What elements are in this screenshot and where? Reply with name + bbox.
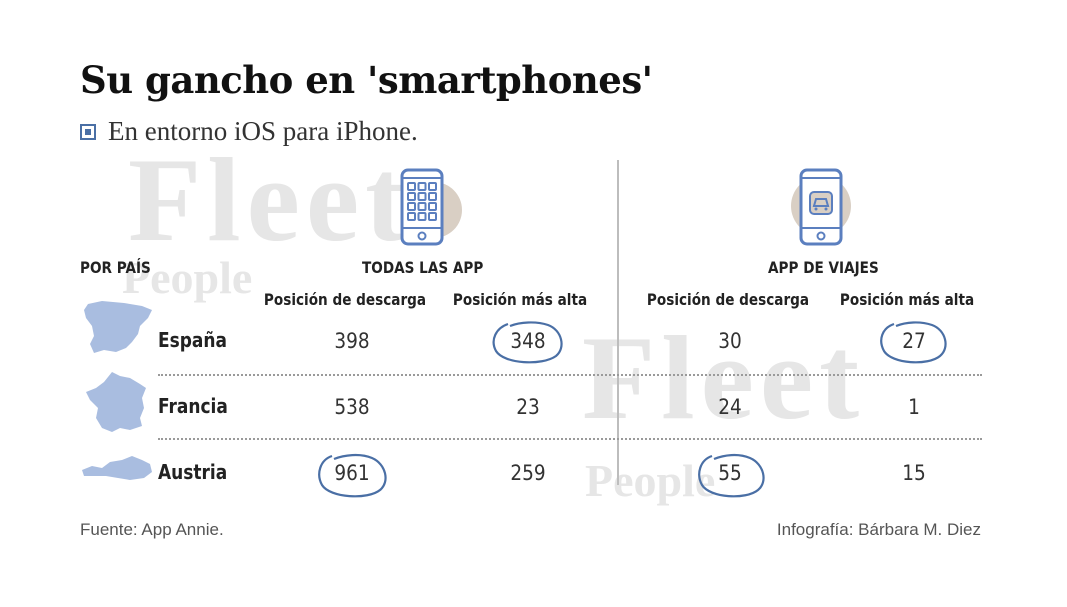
table-cell: 23 — [516, 395, 540, 419]
table-cell: 27 — [902, 329, 926, 353]
table-cell: 24 — [718, 395, 742, 419]
table-cell: 538 — [334, 395, 370, 419]
source-note: Fuente: App Annie. — [80, 520, 224, 539]
credit-note: Infografía: Bárbara M. Diez — [776, 520, 981, 539]
table-cell: 15 — [902, 461, 926, 485]
col-header-download-all: Posición de descarga — [263, 290, 427, 309]
column-divider — [617, 160, 619, 485]
table-cell: 30 — [718, 329, 742, 353]
table-cell: 259 — [510, 461, 546, 485]
austria-map-icon — [82, 456, 152, 480]
spain-map-icon — [84, 301, 152, 353]
page-title: Su gancho en 'smartphones' — [80, 58, 653, 102]
row-separator — [158, 438, 982, 440]
row-separator — [158, 374, 982, 376]
country-label: Austria — [158, 460, 228, 484]
subtitle: En entorno iOS para iPhone. — [80, 116, 418, 147]
table-cell: 961 — [334, 461, 370, 485]
phone-car-icon — [791, 168, 851, 246]
watermark-fleet: Fleet — [128, 133, 412, 266]
col-header-highest-all: Posición más alta — [452, 290, 588, 309]
subtitle-text: En entorno iOS para iPhone. — [108, 116, 418, 146]
group-header-travel-apps: APP DE VIAJES — [768, 258, 879, 277]
table-cell: 1 — [908, 395, 920, 419]
col-header-highest-travel: Posición más alta — [839, 290, 975, 309]
country-label: España — [158, 328, 227, 352]
table-cell: 55 — [718, 461, 742, 485]
table-cell: 398 — [334, 329, 370, 353]
highlight-circle — [880, 321, 947, 364]
highlight-circle — [492, 321, 563, 364]
row-header: POR PAÍS — [80, 258, 151, 277]
phone-grid-icon — [400, 168, 462, 246]
group-header-all-apps: TODAS LAS APP — [362, 258, 484, 277]
col-header-download-travel: Posición de descarga — [646, 290, 810, 309]
highlight-circle — [698, 453, 765, 498]
highlight-circle — [318, 453, 387, 498]
table-cell: 348 — [510, 329, 546, 353]
france-map-icon — [86, 372, 146, 432]
square-bullet-icon — [80, 123, 96, 140]
country-label: Francia — [158, 394, 228, 418]
